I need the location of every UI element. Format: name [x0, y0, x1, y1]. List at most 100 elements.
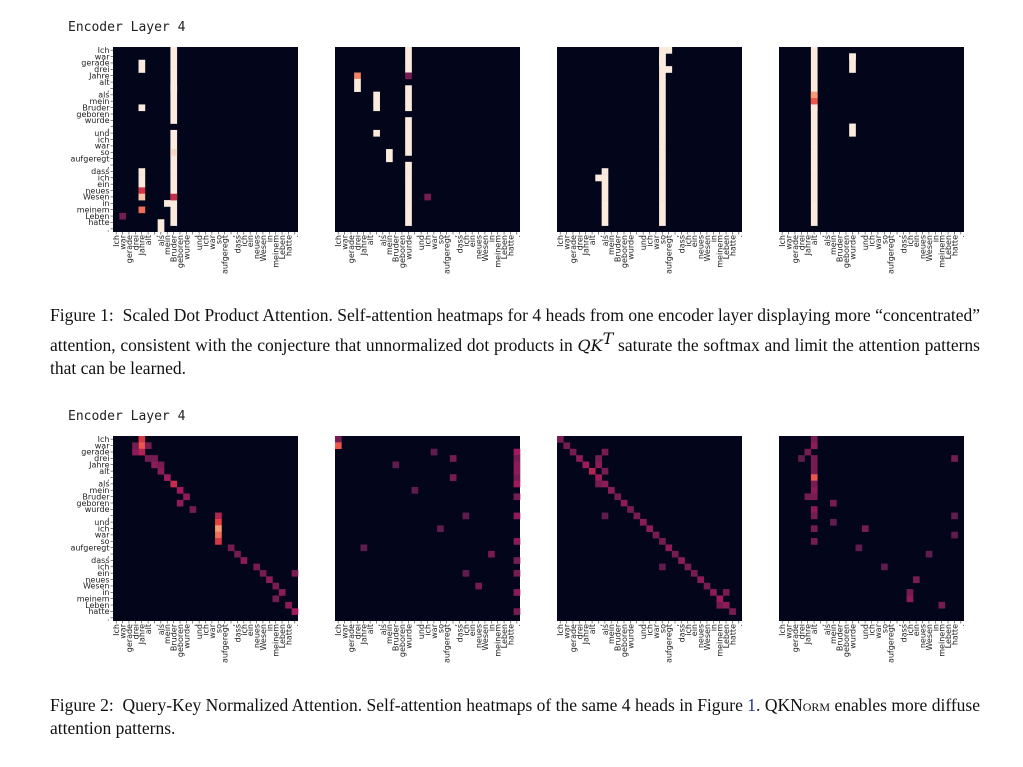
- y-tick-label: ,: [107, 550, 110, 559]
- y-tick-label: alt: [99, 78, 109, 87]
- x-tick-label: war: [874, 623, 883, 638]
- heatmap-cell: [659, 200, 666, 207]
- heatmap-cell: [601, 206, 609, 214]
- y-tick-label: meinem: [77, 594, 110, 603]
- heatmap-cell: [405, 136, 412, 143]
- x-tick-label: gerade: [569, 235, 578, 263]
- x-tick-label: neues: [475, 235, 484, 259]
- x-tick-label: .: [957, 624, 966, 627]
- heatmap-cell: [881, 563, 888, 571]
- x-tick-label: Leben: [944, 235, 953, 259]
- heatmap-cell: [810, 467, 818, 475]
- x-tick-label: ,: [189, 624, 198, 627]
- heatmap-cell: [810, 212, 818, 220]
- x-tick-label: ich: [646, 624, 655, 636]
- x-tick-label: hatte: [950, 235, 959, 256]
- x-tick-label: war: [341, 623, 350, 638]
- x-tick-label: in: [709, 235, 718, 242]
- y-tick-label: war: [95, 52, 110, 61]
- x-tick-label: hatte: [728, 624, 737, 645]
- heatmap-cell: [513, 538, 521, 545]
- x-tick-label: meinem: [494, 624, 503, 657]
- y-tick-label: neues: [85, 186, 109, 195]
- x-tick-label: war: [874, 234, 883, 249]
- heatmap-cell: [810, 161, 818, 169]
- x-tick-label: wurde: [626, 624, 635, 649]
- x-tick-label: meinem: [272, 624, 281, 657]
- heatmap-cell: [405, 168, 412, 175]
- y-tick-label: aufgeregt: [70, 543, 109, 552]
- heatmap-cell: [810, 155, 818, 163]
- x-tick-label: war: [119, 234, 128, 249]
- heatmap-cell: [215, 512, 222, 520]
- x-tick-label: wurde: [848, 624, 857, 649]
- x-tick-label: ein: [912, 624, 921, 636]
- heatmap-cell: [164, 474, 171, 481]
- x-tick-label: Bruder: [170, 234, 179, 262]
- heatmap-cell: [906, 595, 914, 603]
- heatmap-cell: [627, 506, 634, 513]
- heatmap-cell: [810, 85, 818, 92]
- heatmap-cell: [144, 442, 152, 450]
- x-tick-label: wurde: [182, 235, 191, 260]
- heatmap-cell: [411, 487, 419, 494]
- x-tick-label: so: [436, 624, 445, 633]
- heatmap-cell: [810, 149, 818, 156]
- x-tick-label: ,: [227, 235, 236, 238]
- y-tick-label: ich: [98, 524, 110, 533]
- heatmap-cell: [620, 499, 628, 507]
- x-tick-label: ,: [594, 235, 603, 238]
- figure2-caption-text-a: Query-Key Normalized Attention. Self-att…: [122, 695, 748, 715]
- x-tick-label: ,: [411, 235, 420, 238]
- heatmap-cell: [215, 531, 222, 539]
- y-tick-label: Wesen: [83, 193, 110, 202]
- x-tick-label: als: [823, 624, 832, 635]
- x-tick-label: ,: [594, 624, 603, 627]
- x-tick-label: .: [957, 235, 966, 238]
- x-tick-label: aufgeregt: [443, 235, 452, 274]
- heatmap-cell: [138, 174, 146, 182]
- x-tick-label: .: [735, 624, 744, 627]
- heatmap-cell: [563, 442, 571, 450]
- math-sup-t: T: [602, 329, 614, 348]
- y-tick-label: war: [95, 142, 110, 151]
- heatmap-cell: [462, 512, 470, 520]
- x-tick-label: ich: [240, 624, 249, 636]
- heatmap-cell: [595, 474, 602, 481]
- x-tick-label: alt: [588, 235, 597, 245]
- heatmap-cell: [151, 455, 158, 462]
- heatmap-background: [557, 47, 742, 232]
- heatmap-cell: [601, 467, 609, 475]
- x-tick-label: hatte: [506, 235, 515, 256]
- x-tick-label: und: [195, 624, 204, 639]
- x-tick-label: ich: [684, 235, 693, 247]
- heatmap-cell: [595, 174, 602, 182]
- heatmap-cell: [810, 461, 818, 469]
- heatmap-cell: [601, 512, 609, 520]
- heatmap-cell: [513, 512, 521, 520]
- heatmap-cell: [405, 174, 412, 182]
- heatmap-cell: [170, 53, 178, 61]
- x-tick-label: war: [430, 234, 439, 249]
- x-tick-label: ein: [912, 235, 921, 247]
- heatmap-cell: [659, 161, 666, 169]
- heatmap-cell: [513, 474, 521, 481]
- x-tick-label: mein: [163, 624, 172, 644]
- heatmap-cell: [170, 78, 178, 86]
- x-tick-label: ich: [684, 624, 693, 636]
- heatmap-cell: [405, 72, 412, 80]
- heatmap-cell: [595, 461, 602, 469]
- heatmap-cell: [659, 129, 666, 137]
- y-tick-label: in: [102, 199, 109, 208]
- heatmap-cell: [810, 206, 818, 214]
- heatmap-cell: [405, 91, 412, 99]
- heatmap-cell: [170, 85, 178, 92]
- x-tick-label: drei: [575, 624, 584, 639]
- x-tick-label: und: [195, 235, 204, 250]
- heatmap-cell: [138, 180, 146, 188]
- heatmap-cell: [176, 499, 184, 507]
- y-tick-label: ,: [107, 84, 110, 93]
- figure-reference-link[interactable]: 1: [747, 695, 757, 715]
- heatmap-cell: [608, 487, 615, 494]
- x-tick-label: ein: [468, 235, 477, 247]
